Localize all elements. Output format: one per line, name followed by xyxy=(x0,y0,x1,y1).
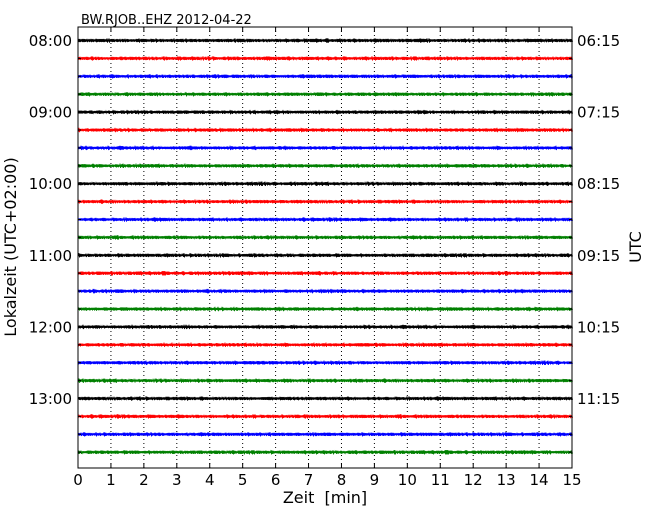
x-axis: 0 1 2 3 4 5 6 7 8 9 10 11 12 13 14 15 xyxy=(73,27,582,489)
x-tick-label: 12 xyxy=(464,471,483,489)
x-tick-label: 11 xyxy=(431,471,450,489)
y-tick-label-right: 07:15 xyxy=(577,104,620,122)
x-axis-label: Zeit [min] xyxy=(283,488,367,507)
trace-row xyxy=(77,73,573,79)
grid xyxy=(110,27,540,468)
y-axis-label-right: UTC xyxy=(626,231,645,263)
plot-frame xyxy=(77,26,573,469)
trace-row xyxy=(77,324,573,330)
trace-row xyxy=(77,396,573,401)
x-tick-label: 9 xyxy=(370,471,380,489)
x-tick-label: 3 xyxy=(172,471,182,489)
trace-row xyxy=(77,163,573,169)
x-tick-label: 1 xyxy=(106,471,116,489)
y-tick-label-left: 12:00 xyxy=(29,318,72,336)
chart-title: BW.RJOB..EHZ 2012-04-22 xyxy=(81,13,252,28)
x-tick-label: 5 xyxy=(238,471,248,489)
trace-row xyxy=(77,181,573,187)
trace-row xyxy=(77,288,573,294)
y-tick-label-right: 10:15 xyxy=(577,318,620,336)
trace-row xyxy=(77,431,573,437)
trace-row xyxy=(77,38,573,43)
x-tick-label: 2 xyxy=(139,471,149,489)
x-tick-label: 6 xyxy=(271,471,281,489)
y-axis-left: 08:00 09:00 10:00 11:00 12:00 13:00 xyxy=(29,32,81,453)
y-tick-label-right: 08:15 xyxy=(577,175,620,193)
traces xyxy=(77,38,573,455)
x-tick-label: 10 xyxy=(398,471,417,489)
trace-row xyxy=(77,234,573,240)
trace-row xyxy=(77,109,573,115)
y-tick-label-left: 13:00 xyxy=(29,390,72,408)
trace-row xyxy=(77,145,573,151)
trace-row xyxy=(77,306,573,312)
y-tick-label-right: 09:15 xyxy=(577,247,620,265)
x-tick-label: 13 xyxy=(497,471,516,489)
x-tick-label: 0 xyxy=(73,471,83,489)
y-axis-label-left: Lokalzeit (UTC+02:00) xyxy=(1,157,20,336)
y-tick-label-left: 10:00 xyxy=(29,175,72,193)
trace-row xyxy=(77,199,573,205)
x-tick-label: 15 xyxy=(562,471,581,489)
trace-row xyxy=(77,342,573,348)
x-tick-label: 4 xyxy=(205,471,215,489)
x-tick-label: 7 xyxy=(304,471,314,489)
y-tick-label-left: 08:00 xyxy=(29,32,72,50)
y-tick-label-left: 11:00 xyxy=(29,247,72,265)
y-tick-label-right: 11:15 xyxy=(577,390,620,408)
trace-row xyxy=(77,252,573,258)
trace-row xyxy=(77,55,573,61)
trace-row xyxy=(77,360,573,366)
x-tick-label: 14 xyxy=(530,471,549,489)
trace-row xyxy=(77,413,573,419)
trace-row xyxy=(77,127,573,133)
y-tick-label-right: 06:15 xyxy=(577,32,620,50)
x-tick-label: 8 xyxy=(337,471,347,489)
y-tick-label-left: 09:00 xyxy=(29,104,72,122)
trace-row xyxy=(77,91,573,97)
trace-row xyxy=(77,217,573,222)
trace-row xyxy=(77,270,573,276)
y-axis-right: 06:15 07:15 08:15 09:15 10:15 11:15 xyxy=(569,32,620,453)
trace-row xyxy=(77,378,573,384)
trace-row xyxy=(77,449,573,455)
